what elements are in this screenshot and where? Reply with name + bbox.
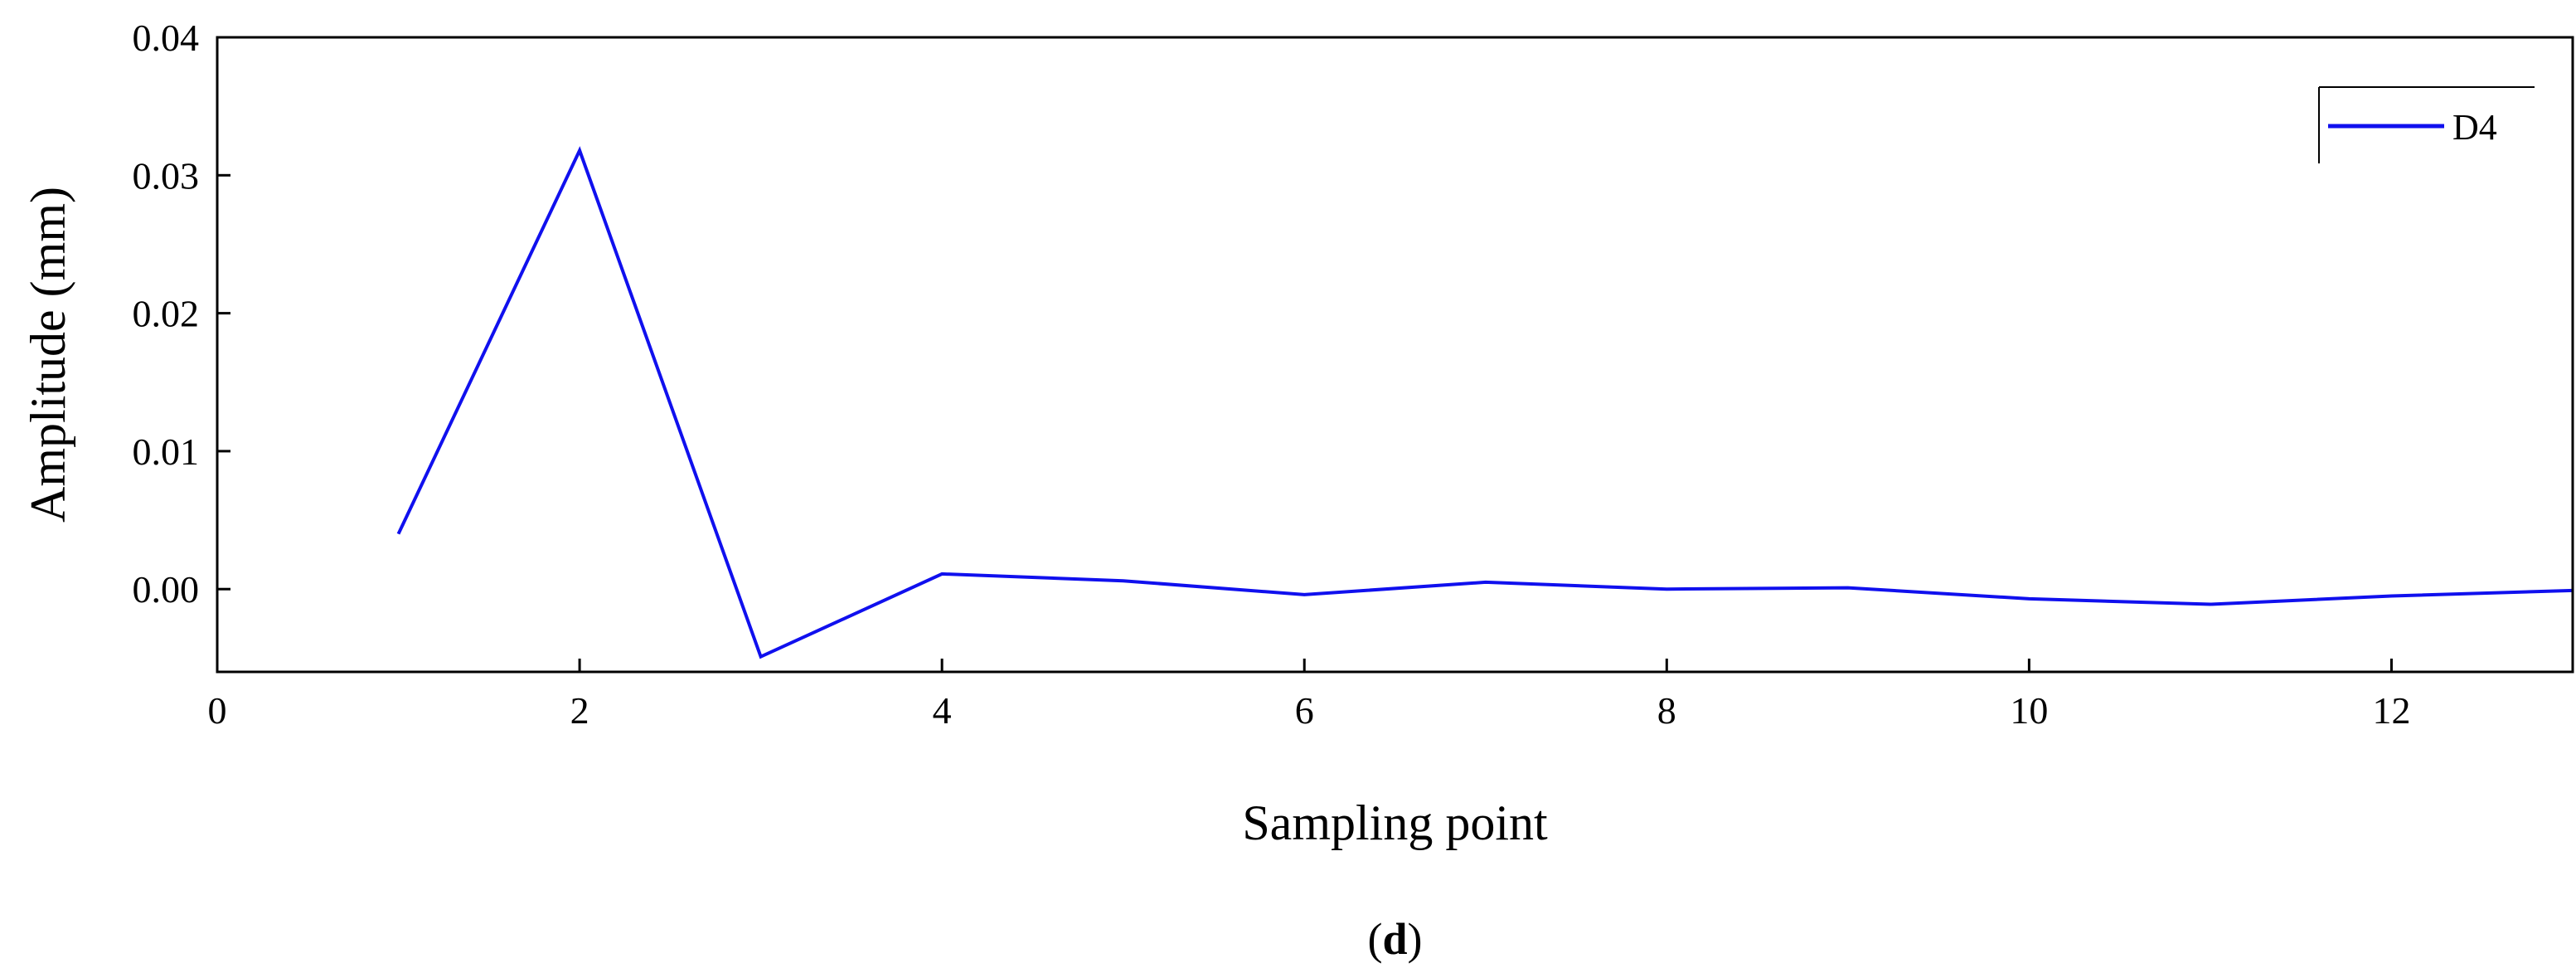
x-tick-label: 8 bbox=[1657, 689, 1676, 732]
panel-label-letter: d bbox=[1382, 914, 1407, 964]
panel-label-close: ) bbox=[1408, 914, 1423, 964]
panel-label-open: ( bbox=[1367, 914, 1382, 964]
data-point bbox=[1485, 581, 1486, 582]
legend-label-d4: D4 bbox=[2452, 107, 2497, 148]
data-point bbox=[760, 656, 761, 657]
x-axis-title: Sampling point bbox=[1242, 795, 1548, 850]
data-point bbox=[1304, 594, 1305, 595]
series-line-d4 bbox=[396, 146, 2574, 659]
data-point bbox=[942, 573, 943, 574]
plot-frame bbox=[216, 36, 2574, 674]
data-point bbox=[2029, 598, 2030, 599]
x-tick-label: 4 bbox=[933, 689, 952, 732]
tick-labels-layer: 0 2 4 6 8 10 12 0.00 0.01 0.02 0.03 0.04 bbox=[133, 17, 2411, 732]
data-point bbox=[398, 533, 399, 534]
y-axis-title: Amplitude (mm) bbox=[21, 187, 75, 523]
data-point bbox=[1847, 587, 1848, 588]
legend: D4 bbox=[2318, 86, 2535, 163]
y-tick-label: 0.02 bbox=[133, 293, 200, 335]
y-tick-label: 0.03 bbox=[133, 154, 200, 197]
y-tick-label: 0.04 bbox=[133, 17, 200, 59]
x-tick-label: 12 bbox=[2372, 689, 2410, 732]
x-tick-label: 6 bbox=[1295, 689, 1314, 732]
data-point bbox=[1666, 589, 1667, 590]
panel-label: (d) bbox=[1367, 914, 1422, 964]
y-tick-label: 0.00 bbox=[133, 568, 200, 610]
ticks-layer bbox=[216, 36, 2393, 672]
x-tick-label: 2 bbox=[570, 689, 589, 732]
x-tick-label: 10 bbox=[2010, 689, 2048, 732]
x-tick-label: 0 bbox=[208, 689, 227, 732]
y-tick-label: 0.01 bbox=[133, 430, 200, 473]
series-layer bbox=[396, 146, 2574, 659]
